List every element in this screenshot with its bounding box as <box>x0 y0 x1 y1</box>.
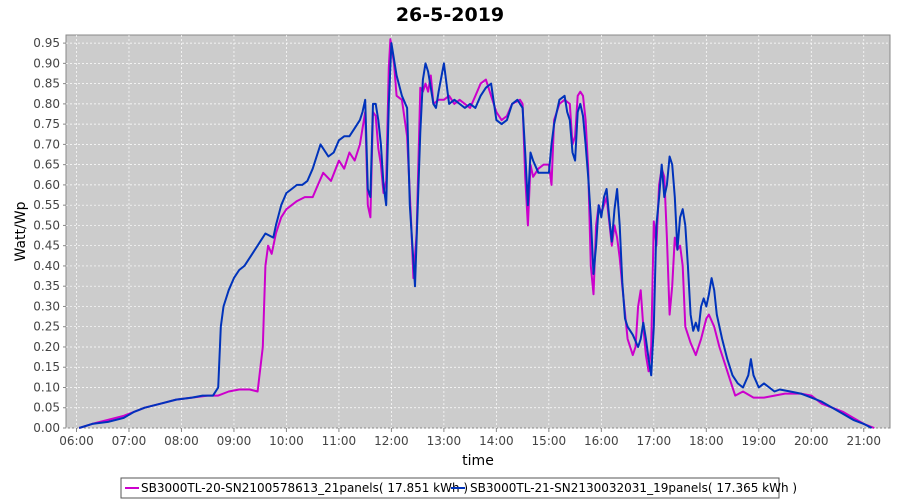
y-tick-label: 0.30 <box>33 299 60 313</box>
y-tick-label: 0.50 <box>33 218 60 232</box>
chart-title: 26-5-2019 <box>396 4 504 26</box>
x-tick-label: 14:00 <box>479 434 514 448</box>
y-tick-label: 0.05 <box>33 401 60 415</box>
x-tick-label: 06:00 <box>59 434 94 448</box>
y-tick-label: 0.00 <box>33 421 60 435</box>
x-tick-label: 12:00 <box>374 434 409 448</box>
legend-box <box>120 477 780 499</box>
y-tick-label: 0.75 <box>33 117 60 131</box>
x-tick-label: 21:00 <box>846 434 881 448</box>
y-tick-label: 0.35 <box>33 279 60 293</box>
series-line-1 <box>78 38 875 429</box>
x-axis-title: time <box>462 453 494 469</box>
y-tick-label: 0.10 <box>33 380 60 394</box>
x-tick-label: 10:00 <box>269 434 304 448</box>
y-tick-label: 0.55 <box>33 198 60 212</box>
x-tick-label: 08:00 <box>164 434 199 448</box>
y-tick-label: 0.85 <box>33 77 60 91</box>
y-tick-label: 0.40 <box>33 259 60 273</box>
x-tick-label: 16:00 <box>584 434 619 448</box>
y-tick-label: 0.15 <box>33 360 60 374</box>
x-tick-label: 18:00 <box>689 434 724 448</box>
x-tick-label: 17:00 <box>637 434 672 448</box>
x-tick-label: 19:00 <box>741 434 776 448</box>
x-tick-label: 11:00 <box>322 434 357 448</box>
x-tick-label: 07:00 <box>112 434 147 448</box>
y-tick-label: 0.65 <box>33 158 60 172</box>
y-axis-title: Watt/Wp <box>13 201 29 261</box>
y-tick-label: 0.95 <box>33 36 60 50</box>
y-tick-label: 0.20 <box>33 340 60 354</box>
series-line-2 <box>78 42 873 429</box>
legend-label-2: SB3000TL-21-SN2130032031_19panels( 17.36… <box>470 481 797 495</box>
plot-area <box>65 34 891 429</box>
x-tick-label: 15:00 <box>532 434 567 448</box>
x-tick-label: 13:00 <box>427 434 462 448</box>
y-tick-label: 0.25 <box>33 320 60 334</box>
y-tick-label: 0.60 <box>33 178 60 192</box>
y-tick-label: 0.70 <box>33 137 60 151</box>
y-tick-label: 0.45 <box>33 239 60 253</box>
y-tick-label: 0.90 <box>33 56 60 70</box>
legend-label-1: SB3000TL-20-SN2100578613_21panels( 17.85… <box>141 481 468 495</box>
x-tick-label: 20:00 <box>794 434 829 448</box>
x-tick-label: 09:00 <box>217 434 252 448</box>
y-tick-label: 0.80 <box>33 97 60 111</box>
